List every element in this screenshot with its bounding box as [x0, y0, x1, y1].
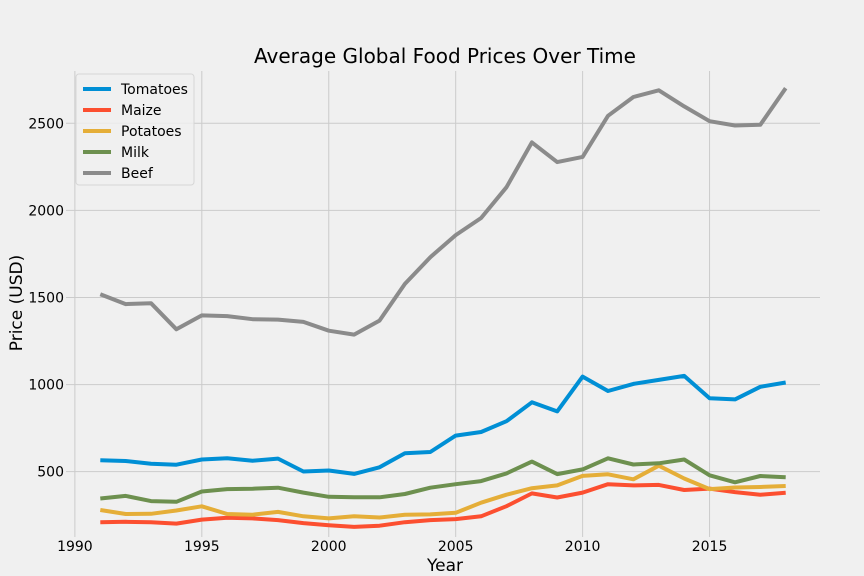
y-tick-label: 1000: [28, 378, 64, 394]
legend-label-potatoes: Potatoes: [121, 124, 182, 140]
y-tick-label: 500: [37, 465, 64, 481]
chart-title: Average Global Food Prices Over Time: [254, 44, 636, 68]
x-tick-label: 2015: [692, 539, 728, 555]
x-tick-label: 2000: [311, 539, 347, 555]
y-axis-label: Price (USD): [7, 255, 27, 351]
y-tick-label: 1500: [28, 290, 64, 306]
x-tick-label: 2005: [438, 539, 474, 555]
legend-frame: [75, 73, 195, 186]
series-line-potatoes: [99, 463, 786, 521]
x-tick-label: 1990: [57, 539, 93, 555]
y-tick-label: 2000: [28, 203, 64, 219]
series-line-tomatoes: [100, 373, 787, 476]
x-axis-label: Year: [426, 556, 463, 576]
series-line-milk: [100, 456, 786, 504]
series-lines: [99, 87, 788, 529]
series-line-beef: [99, 87, 788, 337]
legend-label-maize: Maize: [121, 103, 162, 119]
y-tick-labels: 500 1000 1500 2000 2500: [28, 116, 64, 480]
series-line-maize: [100, 482, 786, 529]
x-tick-label: 2010: [565, 539, 601, 555]
legend-label-beef: Beef: [121, 166, 154, 182]
x-tick-labels: 1990 1995 2000 2005 2010 2015: [57, 539, 727, 555]
y-tick-label: 2500: [28, 116, 64, 132]
legend: Tomatoes Maize Potatoes Milk Beef: [75, 73, 195, 186]
x-tick-label: 1995: [184, 539, 220, 555]
legend-label-milk: Milk: [121, 145, 150, 161]
legend-label-tomatoes: Tomatoes: [120, 82, 188, 98]
x-gridlines: [74, 71, 711, 537]
